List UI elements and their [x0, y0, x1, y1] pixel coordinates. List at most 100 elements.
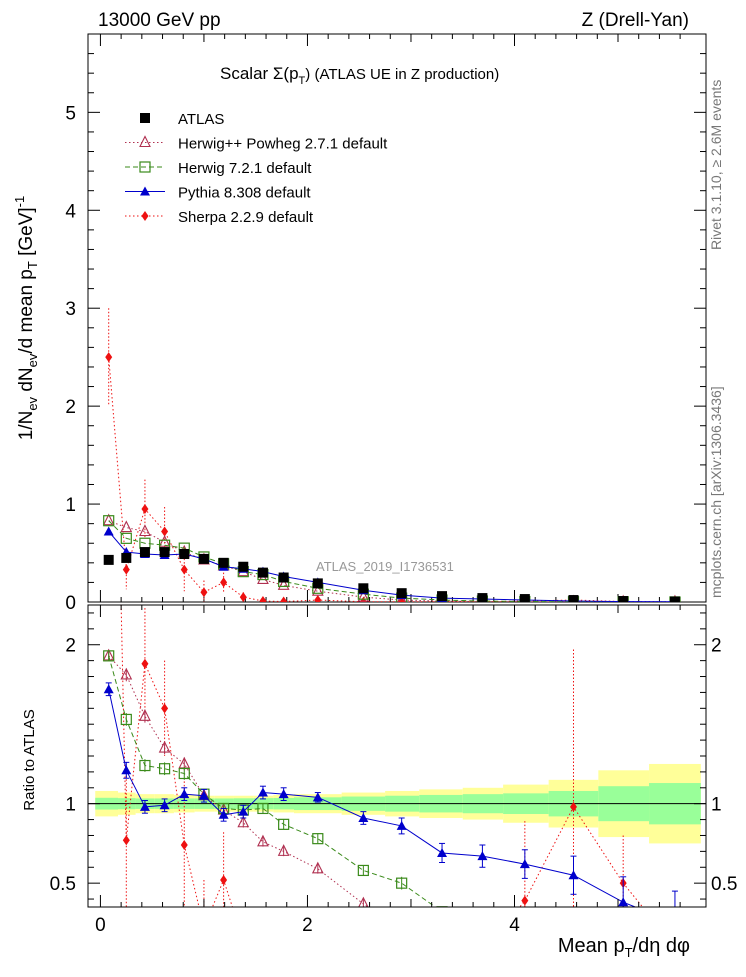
ratio-point-pythia — [139, 801, 150, 811]
legend-label-atlas: ATLAS — [178, 111, 224, 128]
ratio-point-herwig7 — [278, 818, 290, 830]
ratio-point-herwig7 — [178, 767, 190, 780]
ratio-point-herwig7 — [139, 759, 151, 772]
ratio-point-herwig7 — [477, 918, 487, 928]
main-point-pythia — [103, 526, 114, 536]
ratio-point-sherpa — [439, 953, 446, 963]
ratio-point-sherpa — [314, 942, 321, 952]
main-point-herwigpp — [277, 578, 290, 590]
ratio-point-pythia — [121, 765, 132, 775]
main-point-atlas — [121, 552, 132, 563]
ratio-point-herwigpp — [257, 834, 269, 847]
main-point-sherpa — [161, 526, 169, 537]
main-point-atlas — [396, 588, 407, 599]
ratio-point-sherpa — [240, 935, 247, 945]
main-ytick-label: 1 — [65, 495, 76, 516]
ratio-xtick-label: 2 — [302, 915, 313, 936]
legend-marker-herwigpp — [139, 135, 151, 148]
ratio-point-pythia — [257, 787, 268, 797]
ratio-point-pythia — [437, 847, 448, 857]
main-point-atlas — [218, 557, 229, 568]
ratio-ytick-label-right: 0.5 — [711, 874, 737, 895]
main-point-sherpa — [141, 503, 149, 514]
ratio-point-pythia — [477, 851, 488, 861]
main-point-sherpa — [398, 596, 406, 602]
ratio-point-sherpa — [479, 950, 486, 960]
main-ytick-label: 4 — [65, 201, 76, 222]
main-point-herwigpp — [311, 583, 324, 596]
xlabel-main: Mean p — [558, 935, 625, 957]
ratio-point-sherpa — [360, 954, 367, 964]
main-ytick-label: 5 — [65, 103, 76, 124]
ratio-point-sherpa — [161, 703, 169, 714]
ratio-point-pythia — [396, 820, 407, 830]
ratio-xtick-label: 0 — [95, 915, 106, 936]
ratio-ytick-label: 2 — [65, 636, 76, 657]
ratio-point-herwigpp — [139, 709, 151, 721]
legend-marker-sherpa — [141, 211, 149, 221]
ratio-point-pythia — [238, 806, 249, 816]
header-left-label: 13000 GeV pp — [98, 10, 221, 31]
ratio-point-sherpa — [200, 923, 207, 933]
ratio-point-pythia — [159, 800, 170, 810]
ratio-point-sherpa — [220, 874, 228, 885]
main-point-atlas — [103, 554, 114, 565]
ratio-point-pythia — [278, 789, 289, 799]
main-point-herwigpp — [158, 535, 171, 547]
main-point-herwig7 — [103, 515, 115, 527]
ratio-point-pythia — [519, 859, 530, 869]
ratio-point-herwig7 — [396, 877, 408, 889]
ratio-ylabel: Ratio to ATLAS — [21, 709, 38, 810]
main-point-atlas — [238, 561, 249, 572]
ratio-panel: 0.5 0.5 1 1 2 2 0 2 4 — [50, 36, 737, 966]
ratio-point-sherpa — [569, 801, 577, 812]
legend-marker-atlas — [140, 113, 150, 123]
mcplots-side-label: mcplots.cern.ch [arXiv:1306.3436] — [708, 386, 724, 598]
main-point-atlas — [257, 567, 268, 578]
ratio-point-herwig7 — [312, 833, 324, 845]
ratio-xtick-label: 4 — [509, 915, 520, 936]
main-point-sherpa — [314, 595, 322, 602]
main-point-atlas — [278, 572, 289, 583]
ratio-point-sherpa — [105, 36, 112, 46]
ratio-ytick-label-right: 2 — [711, 636, 722, 657]
ratio-point-herwigpp — [397, 925, 407, 935]
main-point-sherpa — [280, 596, 288, 602]
ratio-point-sherpa — [259, 953, 266, 963]
main-point-sherpa — [220, 577, 228, 588]
legend-marker-pythia — [140, 186, 150, 196]
main-point-atlas — [437, 591, 448, 602]
ratio-point-herwigpp — [158, 740, 171, 753]
ratio-point-sherpa — [180, 840, 188, 851]
ratio-point-herwigpp — [520, 941, 530, 951]
ratio-point-pythia — [670, 918, 680, 927]
ratio-ytick-label-right: 1 — [711, 795, 722, 816]
main-title-rest: ) (ATLAS UE in Z production) — [305, 66, 499, 83]
legend-label-pythia: Pythia 8.308 default — [178, 185, 311, 202]
ratio-point-herwigpp — [437, 933, 447, 943]
ratio-point-pythia — [568, 870, 579, 880]
main-point-sherpa — [239, 592, 247, 602]
legend-label-sherpa: Sherpa 2.2.9 default — [178, 209, 314, 226]
ratio-point-herwig7 — [159, 763, 171, 775]
ratio-point-pythia — [103, 684, 114, 694]
ratio-ytick-label: 0.5 — [50, 874, 76, 895]
main-ytick-label: 2 — [65, 397, 76, 418]
xlabel-rest: /dη dφ — [633, 935, 690, 957]
main-ylabel: 1/Nev dNev/d mean pT [GeV]-1 — [12, 196, 40, 441]
main-point-atlas — [669, 596, 680, 602]
main-point-herwigpp — [257, 572, 269, 585]
ratio-point-sherpa — [280, 956, 287, 966]
ratio-point-herwigpp — [237, 815, 250, 828]
ratio-point-pythia — [218, 809, 229, 819]
main-point-atlas — [519, 594, 530, 602]
main-point-atlas — [159, 547, 170, 558]
main-data — [102, 308, 681, 602]
ratio-point-herwig7 — [436, 906, 448, 907]
main-point-atlas — [358, 583, 369, 594]
ratio-point-sherpa — [521, 895, 529, 906]
main-point-sherpa — [180, 564, 188, 575]
ratio-point-herwig7 — [257, 802, 269, 815]
